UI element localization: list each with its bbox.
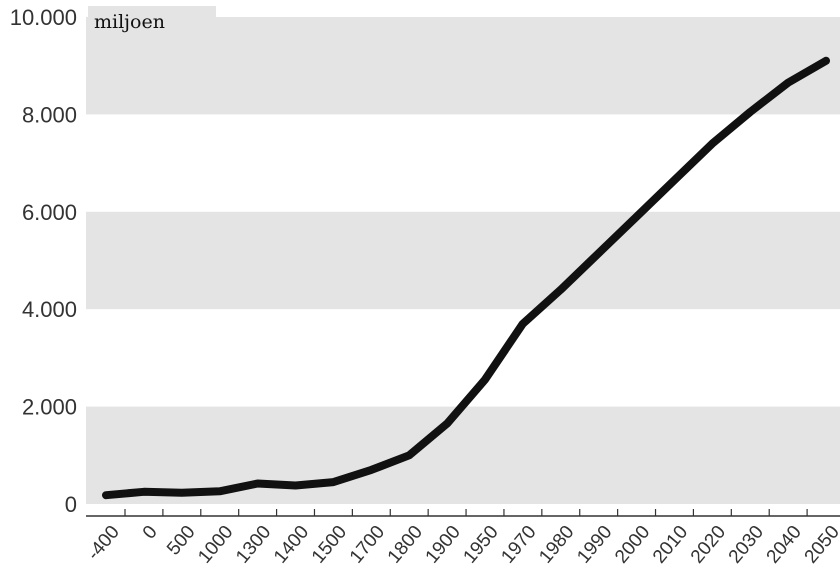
- data-point: [747, 109, 753, 115]
- x-tick-label: 2040: [763, 522, 806, 568]
- y-tick-label: 8.000: [22, 102, 77, 127]
- data-point: [103, 492, 109, 498]
- x-tick-label: 1970: [497, 522, 540, 568]
- data-point: [179, 490, 185, 496]
- data-point: [709, 141, 715, 147]
- data-point: [671, 177, 677, 183]
- x-tick-label: 2050: [801, 522, 840, 568]
- x-axis: -400 0 50010001300140015001700180019001950…: [83, 509, 840, 568]
- data-point: [217, 488, 223, 494]
- x-tick-label: 2030: [725, 522, 768, 568]
- x-tick-label: 1300: [232, 522, 275, 568]
- x-tick-label: 1900: [422, 522, 465, 568]
- data-point: [785, 80, 791, 86]
- y-axis-ticks: 0 2.000 4.000 6.000 8.000 10.000: [10, 5, 77, 517]
- x-tick-label: 1980: [535, 522, 578, 568]
- data-point: [330, 479, 336, 485]
- data-point: [823, 58, 829, 64]
- x-tick-label: 2020: [687, 522, 730, 568]
- x-tick-label: 1800: [384, 522, 427, 568]
- data-point: [141, 489, 147, 495]
- y-tick-label: 0: [65, 492, 77, 517]
- x-tick-label: 1700: [346, 522, 389, 568]
- x-tick-label: -400: [83, 522, 124, 565]
- data-point: [482, 377, 488, 383]
- x-tick-label: 1500: [308, 522, 351, 568]
- data-point: [293, 483, 298, 488]
- grid-bands: [86, 17, 840, 504]
- data-point: [596, 250, 602, 256]
- y-axis-label: miljoen: [94, 11, 165, 33]
- data-point: [558, 287, 564, 293]
- x-tick-label: 2010: [649, 522, 692, 568]
- grid-band: [86, 211, 840, 310]
- y-tick-label: 4.000: [22, 297, 77, 322]
- data-point: [255, 481, 261, 486]
- series-group: [102, 56, 830, 500]
- x-tick-label: 2000: [611, 522, 654, 568]
- y-axis-label-box: [88, 6, 216, 41]
- y-tick-label: 2.000: [22, 395, 77, 420]
- x-tick-label: 1400: [270, 522, 313, 568]
- x-tick-label: 1000: [194, 522, 237, 568]
- x-tick-label: 1950: [460, 522, 503, 568]
- y-tick-label: 10.000: [10, 5, 77, 30]
- data-point: [520, 321, 526, 327]
- y-tick-label: 6.000: [22, 200, 77, 225]
- x-tick-label: 1990: [573, 522, 616, 568]
- data-point: [368, 467, 374, 473]
- series-line: [102, 56, 830, 500]
- x-tick-label: 0: [139, 522, 162, 544]
- data-point: [406, 452, 412, 458]
- data-point: [634, 214, 639, 220]
- data-point: [444, 421, 450, 427]
